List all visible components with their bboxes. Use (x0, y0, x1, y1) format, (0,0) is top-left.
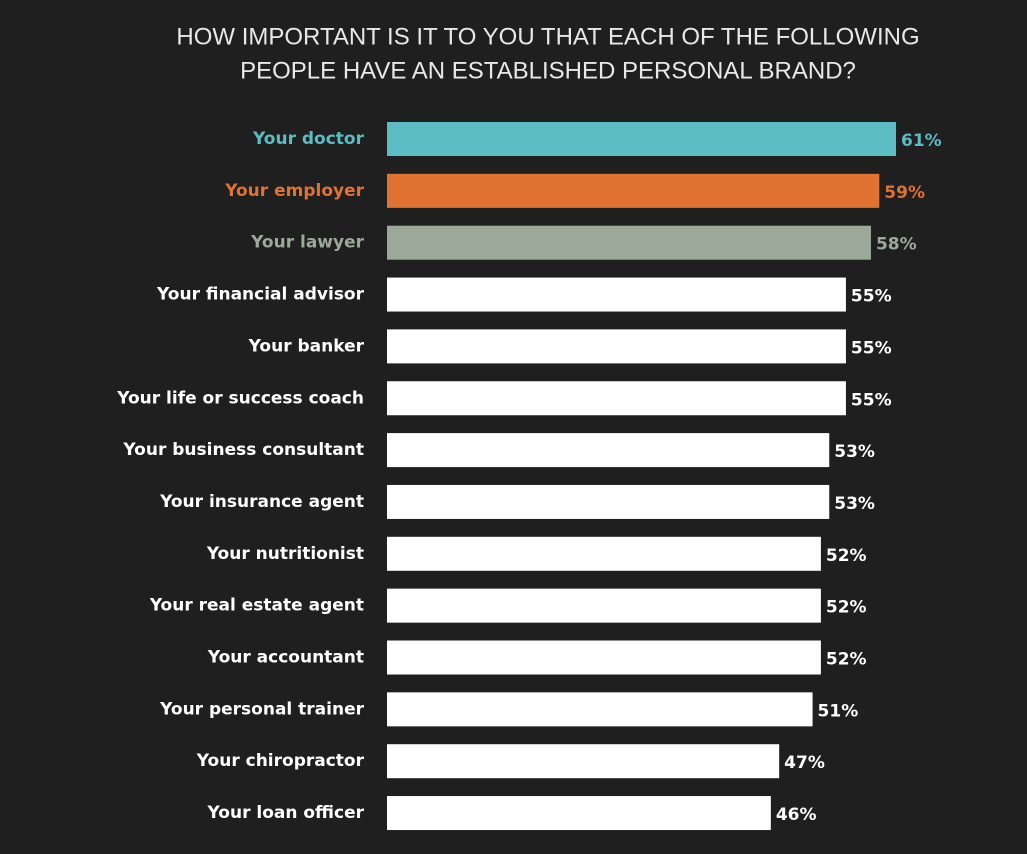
value-label: 52% (826, 598, 867, 618)
bar (387, 433, 830, 468)
value-label: 55% (851, 287, 892, 307)
bar (387, 381, 846, 416)
chart-title: HOW IMPORTANT IS IT TO YOU THAT EACH OF … (176, 23, 919, 50)
category-label: Your business consultant (122, 440, 364, 460)
category-label: Your lawyer (250, 233, 364, 253)
value-label: 61% (901, 131, 942, 151)
category-label: Your employer (224, 181, 364, 201)
category-label: Your nutritionist (206, 544, 364, 564)
category-label: Your accountant (207, 648, 364, 668)
value-label: 58% (876, 235, 917, 255)
bar (387, 122, 896, 156)
bar (387, 640, 821, 675)
category-label: Your life or success coach (116, 388, 364, 408)
category-label: Your financial advisor (156, 285, 365, 305)
bar (387, 484, 830, 519)
value-label: 52% (826, 650, 867, 670)
category-label: Your insurance agent (159, 492, 364, 512)
category-label: Your loan officer (207, 803, 365, 823)
bar (387, 796, 771, 831)
bar (387, 692, 813, 727)
category-label: Your personal trainer (159, 699, 364, 719)
value-label: 51% (818, 701, 859, 721)
category-label: Your chiropractor (196, 751, 365, 771)
category-label: Your doctor (252, 129, 365, 149)
bar (387, 588, 821, 623)
value-label: 53% (834, 442, 875, 462)
value-label: 46% (776, 805, 817, 825)
bar (387, 536, 821, 571)
bar (387, 744, 780, 779)
bar (387, 225, 871, 260)
value-label: 59% (884, 183, 925, 203)
value-label: 53% (834, 494, 875, 514)
value-label: 52% (826, 546, 867, 566)
chart-title: PEOPLE HAVE AN ESTABLISHED PERSONAL BRAN… (240, 57, 856, 84)
value-label: 55% (851, 390, 892, 410)
bar (387, 329, 846, 364)
category-label: Your banker (248, 336, 365, 356)
value-label: 55% (851, 338, 892, 358)
bar (387, 277, 846, 312)
category-label: Your real estate agent (149, 596, 364, 616)
value-label: 47% (784, 753, 825, 773)
bar (387, 173, 880, 208)
